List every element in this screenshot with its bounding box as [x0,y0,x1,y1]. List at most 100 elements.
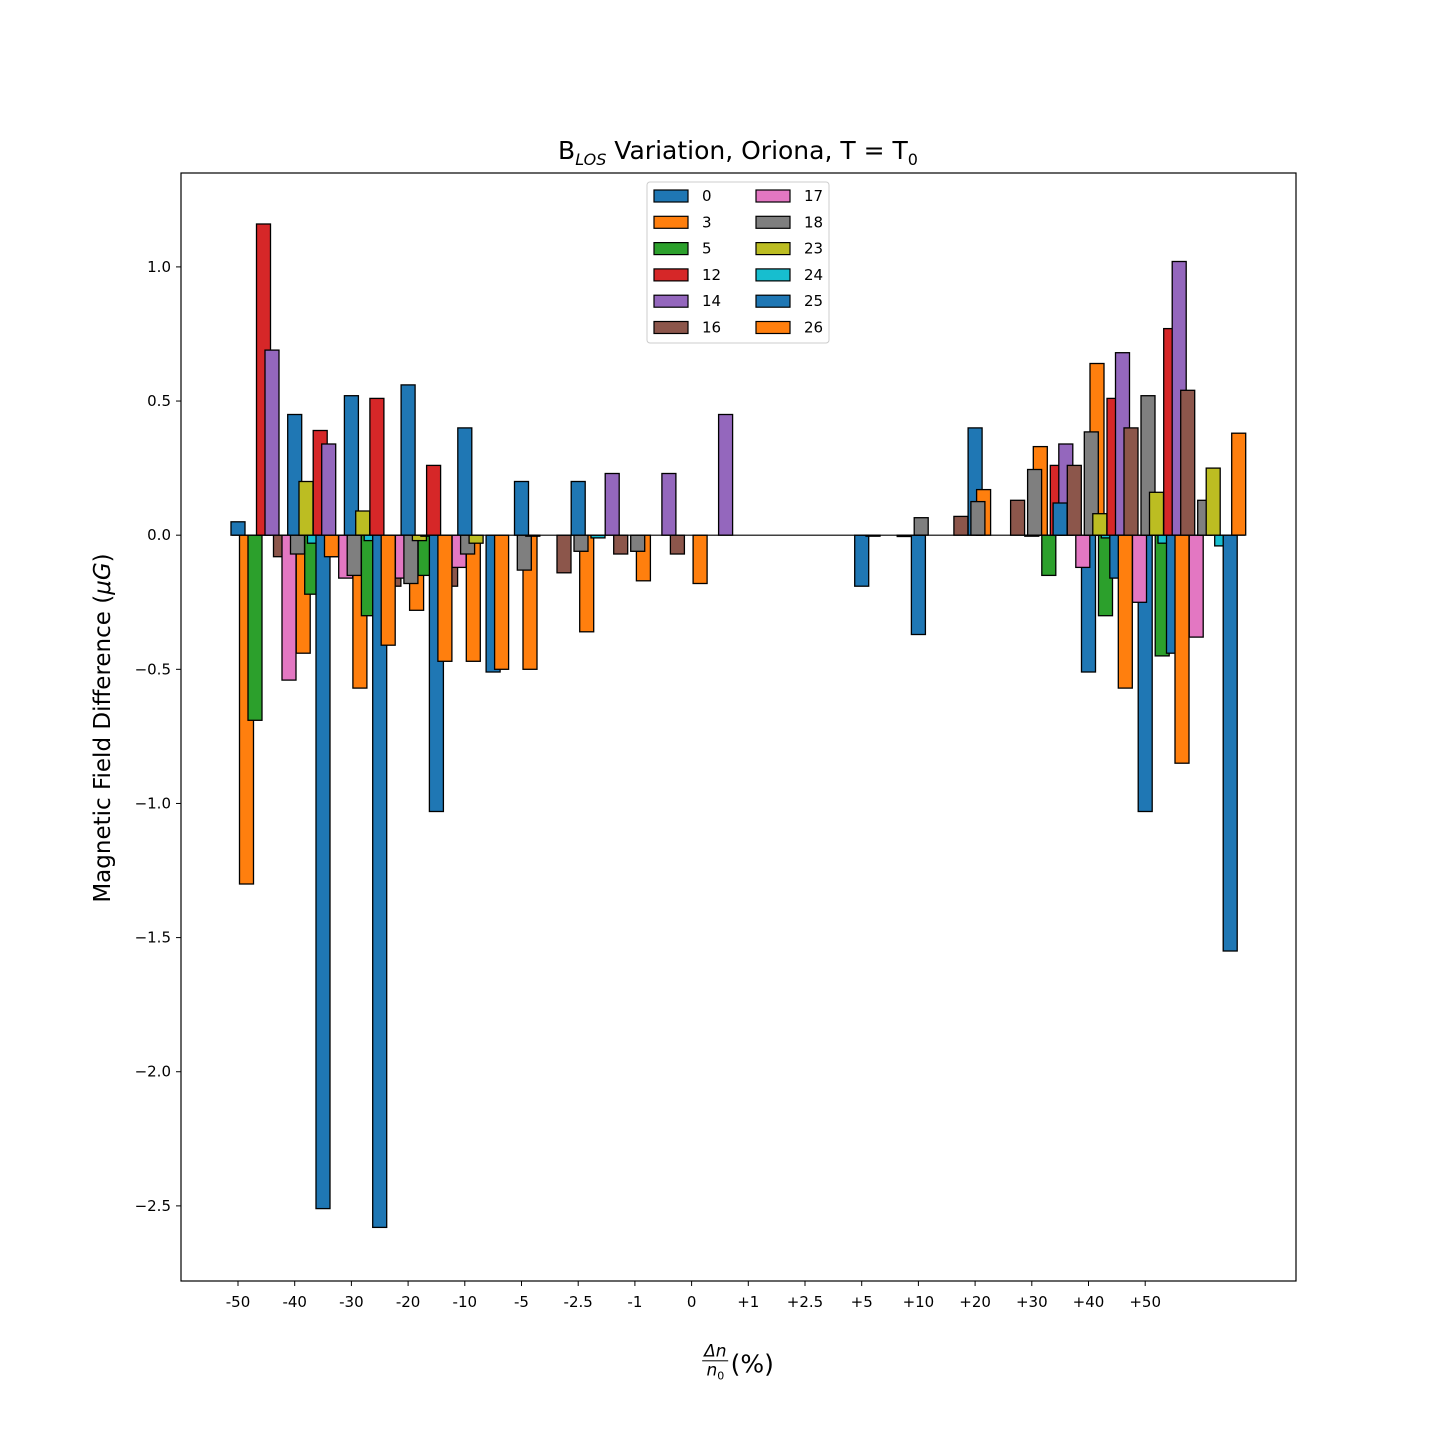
bar-series-18-+20 [1026,468,1043,536]
bars-layer [230,223,1247,1229]
bar-series-23--50 [298,480,314,536]
legend-swatch-16 [653,320,689,335]
bar-series-0--50 [230,521,246,536]
x-tick-label: -40 [282,1293,307,1311]
legend-label-17: 17 [804,187,823,205]
bar-series-14--50 [264,349,280,536]
bar-series-0-+5 [854,534,870,587]
bar-series-16-+40 [1123,427,1139,536]
bar-series-0--5 [513,480,530,536]
x-tick-label: -2.5 [564,1293,593,1311]
y-tick-label: 1.0 [147,258,171,276]
x-tick-label: -10 [453,1293,478,1311]
bar-series-14--40 [321,443,337,536]
y-tick-label: −1.5 [135,929,171,947]
x-tick-label: +40 [1073,1293,1105,1311]
bar-series-5-+30 [1041,534,1057,577]
x-tick-label: +20 [959,1293,991,1311]
legend-label-18: 18 [804,213,823,231]
bar-series-18-+5 [913,517,929,536]
bar-series-23-+30 [1092,513,1108,536]
bar-series-14-0 [717,413,734,536]
x-tick-label: -1 [627,1293,642,1311]
bar-series-14--1 [661,472,677,536]
x-tick-label: +2.5 [787,1293,823,1311]
x-tick-label: +10 [903,1293,935,1311]
y-axis-ticks: 1.0 0.5 0.0 −0.5 −1.0 −1.5 −2.0 −2.5 [135,258,181,1215]
bar-series-18--10 [516,534,532,571]
bar-series-18-+10 [970,500,986,536]
bar-series-16-+30 [1066,464,1082,536]
legend-swatch-24 [755,268,791,282]
bar-series-17-+50 [1188,534,1204,638]
legend: 0 3 5 12 14 16 17 18 23 24 25 26 [646,181,830,344]
x-axis-label: Δn n0 (%) [702,1342,774,1385]
legend-label-24: 24 [804,266,823,284]
bar-series-18--30 [403,534,419,585]
legend-swatch-23 [755,242,791,256]
bar-series-26-+30 [1117,534,1133,689]
legend-label-5: 5 [702,240,712,258]
y-tick-label: −1.0 [135,794,171,812]
bar-series-23-+50 [1205,467,1221,536]
bar-series-25-+20 [1052,502,1068,536]
bar-series-23--20 [468,534,484,544]
bar-series-25--50 [315,534,331,1210]
bar-series-17-+30 [1075,534,1091,569]
legend-swatch-5 [653,242,689,256]
bar-series-16--2.5 [613,534,629,555]
bar-series-17--50 [281,534,297,681]
legend-swatch-12 [653,268,689,282]
bar-series-26-+50 [1231,432,1247,536]
legend-label-14: 14 [702,292,721,310]
legend-label-0: 0 [702,187,712,205]
legend-box [646,181,830,344]
legend-label-12: 12 [702,266,721,284]
x-axis-ticks: -50 -40 -30 -20 -10 -5 -2.5 -1 0 +1 +2.5 +5 +10 +20 +3… [226,1281,1161,1311]
y-tick-label: −2.0 [135,1063,171,1081]
bar-series-17-+40 [1131,534,1148,603]
bar-series-16--1 [669,534,686,555]
x-tick-label: -5 [514,1293,529,1311]
y-tick-label: 0.0 [147,526,171,544]
legend-label-25: 25 [804,292,823,310]
x-tick-label: +50 [1129,1293,1161,1311]
bar-series-12--30 [369,397,385,536]
bar-series-0--10 [457,427,473,536]
y-axis-label: Magnetic Field Difference (μG) [90,553,116,903]
bar-series-25-+50 [1222,534,1238,952]
x-axis-label-fraction: Δn n0 [702,1341,729,1383]
bar-series-26-+40 [1174,534,1190,764]
bar-series-23--40 [355,510,371,536]
y-tick-label: 0.5 [147,392,171,410]
bar-series-0-+10 [910,534,927,636]
bar-series-14--2.5 [604,472,620,536]
y-tick-label: −0.5 [135,660,171,678]
x-tick-label: +30 [1016,1293,1048,1311]
x-tick-label: +5 [851,1293,873,1311]
x-tick-label: +1 [737,1293,759,1311]
legend-swatch-14 [653,294,689,308]
bar-series-5--50 [247,534,263,721]
bar-series-26--30 [437,534,453,662]
bar-series-26--50 [323,534,340,558]
bar-series-0--20 [400,384,416,536]
legend-swatch-26 [755,320,791,335]
bar-series-18--5 [573,534,589,552]
legend-swatch-0 [653,189,689,203]
bar-series-3-0 [692,534,708,585]
legend-swatch-3 [653,215,689,229]
chart-title: BLOS Variation, Oriona, T = T0 [558,136,918,169]
plot-frame [180,172,1297,1282]
legend-swatch-18 [755,215,791,229]
bar-series-18--40 [346,534,362,577]
bar-series-16-+20 [1009,499,1026,536]
bar-series-16-+50 [1180,389,1196,536]
bar-series-16-+10 [953,515,969,536]
legend-label-3: 3 [702,213,712,231]
bar-series-18--50 [289,534,306,555]
legend-label-23: 23 [804,240,823,258]
x-tick-label: -30 [339,1293,364,1311]
legend-swatch-25 [755,294,791,308]
